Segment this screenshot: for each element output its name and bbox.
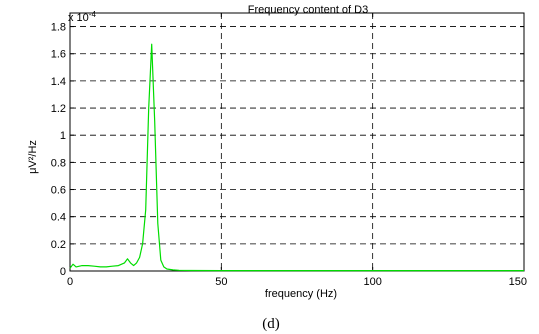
- grid-lines: [70, 13, 524, 271]
- x-tick-label: 100: [363, 276, 381, 288]
- chart-title: Frequency content of D3: [248, 4, 368, 16]
- y-tick-label: 0.6: [51, 185, 66, 197]
- y-tick-label: 1.4: [51, 76, 66, 88]
- y-exponent-label: x 10-4: [68, 10, 96, 24]
- axis-ticks: 0 0.2 0.4 0.6 0.8 1 1.2 1.4 1.6 1.8 0 50 100 150: [51, 13, 527, 288]
- plot-frame: [69, 12, 525, 272]
- x-tick-label: 150: [509, 276, 527, 288]
- y-tick-label: 1: [60, 130, 66, 142]
- y-tick-label: 1.6: [51, 49, 66, 61]
- x-axis-label: frequency (Hz): [265, 288, 337, 300]
- y-tick-label: 1.8: [51, 22, 66, 34]
- x-tick-label: 0: [67, 276, 73, 288]
- y-tick-label: 0: [60, 266, 66, 278]
- y-tick-label: 0.8: [51, 157, 66, 169]
- y-tick-label: 0.2: [51, 239, 66, 251]
- y-tick-label: 0.4: [51, 212, 66, 224]
- y-tick-label: 1.2: [51, 103, 66, 115]
- figure-caption: (d): [262, 316, 280, 332]
- series-group: [69, 43, 524, 272]
- y-exponent-power: -4: [89, 10, 97, 19]
- y-exponent-base: x 10: [68, 12, 89, 24]
- series-line: [69, 43, 524, 272]
- x-tick-label: 50: [215, 276, 227, 288]
- y-axis-label: μV²/Hz: [27, 140, 39, 174]
